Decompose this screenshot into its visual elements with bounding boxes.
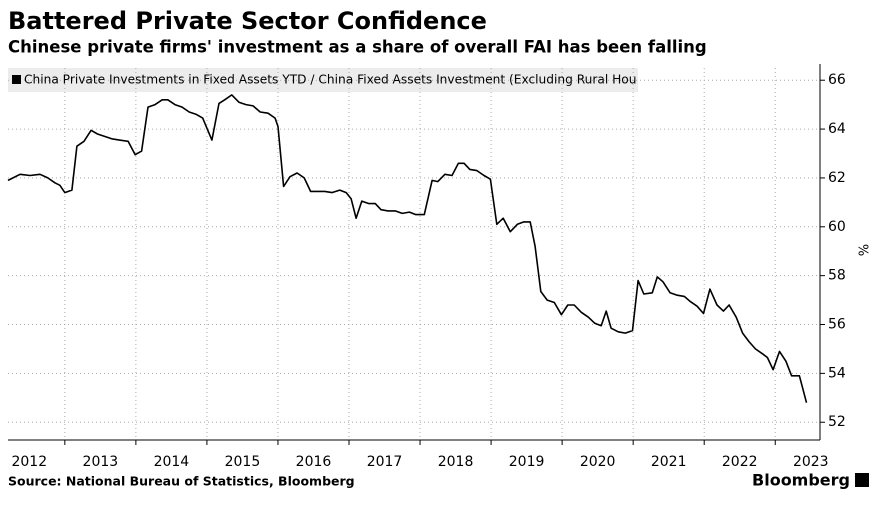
y-tick-label: 58 (828, 268, 846, 284)
brand: Bloomberg (752, 471, 850, 490)
y-tick-label: 66 (828, 72, 846, 88)
x-tick-label: 2022 (722, 454, 758, 470)
y-tick-label: 56 (828, 317, 846, 333)
legend-swatch (12, 75, 21, 84)
x-tick-label: 2019 (509, 454, 545, 470)
x-tick-label: 2013 (83, 454, 119, 470)
y-tick-label: 54 (828, 365, 846, 381)
x-tick-label: 2020 (580, 454, 616, 470)
legend-label: China Private Investments in Fixed Asset… (24, 73, 636, 87)
chart-title: Battered Private Sector Confidence (8, 7, 487, 35)
x-tick-label: 2012 (11, 454, 47, 470)
chart-subtitle: Chinese private firms' investment as a s… (8, 38, 707, 57)
y-tick-label: 62 (828, 170, 846, 186)
brand-icon (855, 473, 869, 487)
data-line (7, 94, 808, 403)
y-tick-label: 52 (828, 414, 846, 430)
x-tick-label: 2023 (793, 454, 829, 470)
x-tick-label: 2015 (225, 454, 261, 470)
x-tick-label: 2014 (154, 454, 190, 470)
x-tick-label: 2021 (651, 454, 687, 470)
x-tick-label: 2016 (296, 454, 332, 470)
y-tick-label: 64 (828, 121, 846, 137)
x-tick-label: 2018 (438, 454, 474, 470)
x-tick-label: 2017 (367, 454, 403, 470)
source: Source: National Bureau of Statistics, B… (8, 474, 355, 489)
y-axis-label: % (855, 244, 870, 256)
y-tick-label: 60 (828, 219, 846, 235)
